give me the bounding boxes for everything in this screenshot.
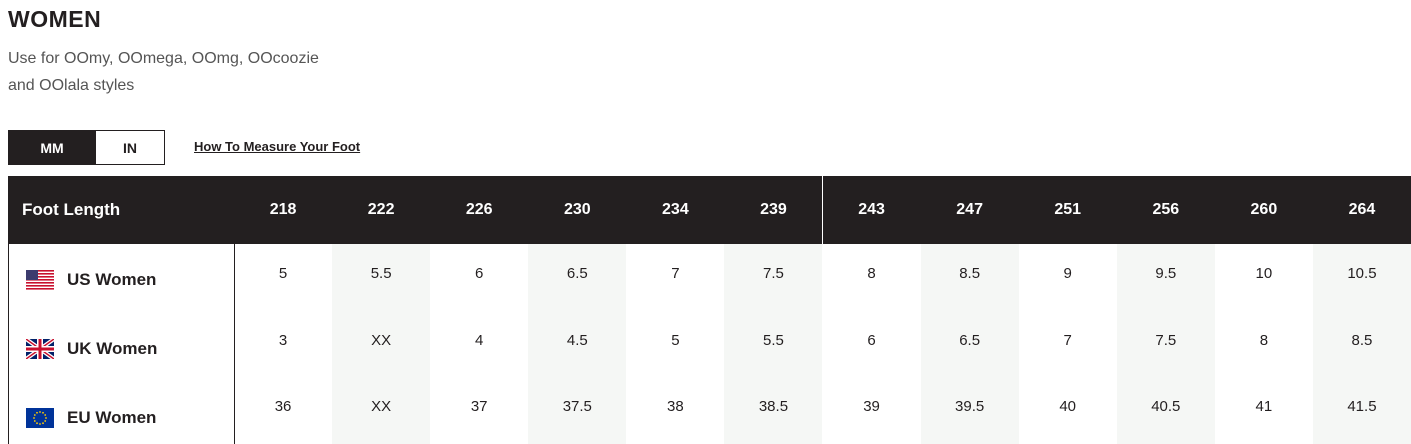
- size-cell: 5.5: [763, 331, 784, 349]
- header-cell: 264: [1312, 176, 1411, 244]
- subtitle: Use for OOmy, OOmega, OOmg, OOcoozie: [8, 50, 319, 67]
- header-cell: 222: [332, 176, 431, 244]
- size-cell: 38: [667, 398, 684, 416]
- size-cell: 9: [1063, 264, 1072, 282]
- size-cell: 37.5: [562, 398, 592, 416]
- column-shade: [724, 244, 823, 444]
- row-label-text: EU Women: [67, 407, 157, 427]
- size-cell: 5.5: [370, 264, 392, 282]
- unit-toggle: MM IN: [8, 130, 165, 165]
- column-divider: [234, 244, 235, 444]
- size-cell: 41.5: [1347, 398, 1377, 416]
- size-cell: XX: [371, 331, 392, 349]
- size-cell: 5: [671, 331, 680, 349]
- header-cell: 251: [1018, 176, 1117, 244]
- title: WOMEN: [8, 6, 102, 32]
- column-shade: [1312, 244, 1411, 444]
- header-cell: 260: [1214, 176, 1313, 244]
- size-cell: 6: [475, 264, 484, 282]
- size-cell: 40.5: [1151, 398, 1181, 416]
- header-cell: 234: [626, 176, 725, 244]
- size-cell: 38.5: [758, 398, 789, 416]
- size-cell: 6.5: [959, 331, 981, 349]
- unit-button[interactable]: IN: [95, 131, 164, 164]
- row-label-text: US Women: [67, 270, 157, 290]
- header-label: Foot Length: [8, 176, 234, 244]
- header-cell: 247: [920, 176, 1019, 244]
- row-label-text: UK Women: [67, 339, 158, 359]
- size-cell: 8.5: [959, 264, 981, 282]
- size-cell: 39: [863, 398, 880, 416]
- subtitle: and OOlala styles: [8, 77, 135, 94]
- column-shade: [920, 244, 1019, 444]
- size-cell: 9.5: [1155, 264, 1177, 282]
- size-cell: 37: [470, 398, 488, 416]
- size-cell: 10.5: [1347, 264, 1377, 282]
- row-label: EU Women: [8, 377, 234, 444]
- header-cell: 230: [528, 176, 627, 244]
- size-cell: 7.5: [1155, 331, 1177, 349]
- table-border: [8, 244, 9, 444]
- size-cell: 39.5: [955, 398, 985, 416]
- unit-button[interactable]: MM: [9, 131, 95, 164]
- header-cell: 256: [1116, 176, 1215, 244]
- size-cell: 41: [1255, 398, 1273, 416]
- column-shade: [332, 244, 431, 444]
- size-cell: 40: [1059, 398, 1077, 416]
- size-cell: 10: [1255, 264, 1273, 282]
- size-cell: 7.5: [763, 264, 784, 282]
- header-cell: 226: [430, 176, 529, 244]
- row-label: UK Women: [8, 311, 234, 378]
- size-cell: 8.5: [1351, 331, 1373, 349]
- size-cell: 7: [1063, 331, 1072, 349]
- size-cell: 8: [867, 264, 876, 282]
- row-label: US Women: [8, 244, 234, 311]
- measure-link[interactable]: How To Measure Your Foot: [194, 139, 361, 154]
- size-cell: 5: [278, 264, 288, 282]
- size-cell: 36: [274, 398, 292, 416]
- size-cell: 4.5: [566, 331, 588, 349]
- size-cell: XX: [371, 398, 392, 416]
- size-cell: 3: [278, 331, 288, 349]
- size-cell: 4: [475, 331, 484, 349]
- size-table: Foot Length 218 222 226 230 234 239 243 247 251 25…: [8, 176, 1411, 444]
- header-cell: 243: [822, 176, 921, 244]
- header-cell: 218: [234, 176, 333, 244]
- size-cell: 8: [1259, 331, 1269, 349]
- column-shade: [528, 244, 627, 444]
- size-cell: 7: [671, 264, 680, 282]
- column-shade: [1116, 244, 1215, 444]
- size-cell: 6.5: [566, 264, 588, 282]
- header-cell: 239: [724, 176, 823, 244]
- size-cell: 6: [867, 331, 876, 349]
